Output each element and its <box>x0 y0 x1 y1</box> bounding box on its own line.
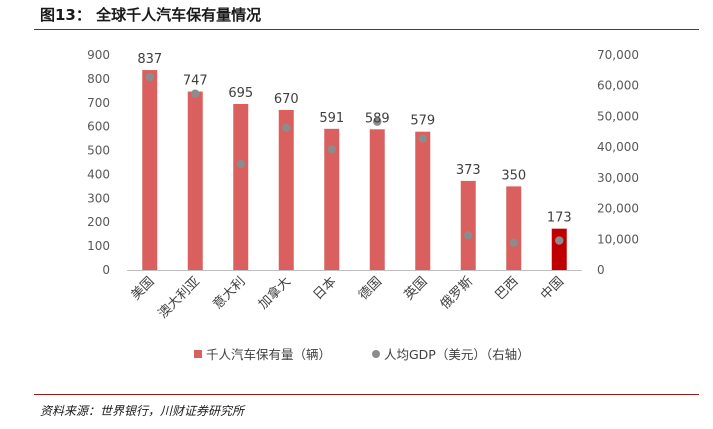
legend-label: 人均GDP（美元）（右轴） <box>384 347 530 362</box>
legend: 千人汽车保有量（辆） 人均GDP（美元）（右轴） <box>194 347 530 362</box>
right-tick-label: 10,000 <box>597 232 639 246</box>
gdp-series <box>145 72 564 247</box>
bar <box>278 109 294 270</box>
bar-series <box>142 70 567 270</box>
category-label: 美国 <box>129 274 158 303</box>
gdp-point <box>191 89 200 98</box>
right-tick-label: 30,000 <box>597 171 639 185</box>
gdp-point <box>373 117 382 126</box>
bar <box>415 131 431 270</box>
bar <box>142 70 158 270</box>
right-tick-label: 0 <box>597 263 605 277</box>
legend-bar-swatch <box>194 350 202 358</box>
bar <box>187 91 203 270</box>
legend-dot-swatch <box>372 350 380 358</box>
bar-value-label: 591 <box>319 111 344 126</box>
legend-label: 千人汽车保有量（辆） <box>206 347 331 362</box>
left-tick-label: 500 <box>87 144 110 158</box>
left-tick-label: 600 <box>87 120 110 134</box>
right-axis: 0 10,000 20,000 30,000 40,000 50,000 60,000 70,… <box>597 48 639 277</box>
bar-value-label: 837 <box>137 52 162 67</box>
gdp-point <box>327 145 336 154</box>
bar <box>233 103 249 270</box>
bar-value-label: 695 <box>228 86 253 101</box>
right-tick-label: 40,000 <box>597 140 639 154</box>
left-tick-label: 700 <box>87 96 110 110</box>
category-label: 巴西 <box>493 274 522 303</box>
left-tick-label: 200 <box>87 215 110 229</box>
bar-value-label: 589 <box>365 111 390 126</box>
left-tick-label: 300 <box>87 191 110 205</box>
bar-value-label: 670 <box>274 92 299 107</box>
bar-value-label: 373 <box>456 163 481 178</box>
footer-rule <box>34 394 699 395</box>
bar <box>551 228 567 270</box>
gdp-point <box>555 236 564 245</box>
category-label: 日本 <box>311 274 340 303</box>
gdp-point <box>145 72 154 82</box>
header: 图13： 全球千人汽车保有量情况 <box>0 0 713 30</box>
bar-value-label: 173 <box>547 211 572 226</box>
bar <box>324 128 340 270</box>
left-tick-label: 0 <box>102 263 110 277</box>
category-label: 意大利 <box>210 274 249 313</box>
gdp-point <box>509 238 518 247</box>
bar <box>506 186 522 270</box>
category-label: 中国 <box>538 274 567 303</box>
gdp-point <box>464 231 473 240</box>
bar-value-label: 579 <box>410 114 435 129</box>
right-tick-label: 20,000 <box>597 202 639 216</box>
gdp-point <box>236 159 245 169</box>
left-tick-label: 100 <box>87 239 110 253</box>
left-tick-label: 400 <box>87 167 110 181</box>
right-tick-label: 50,000 <box>597 109 639 123</box>
right-tick-label: 70,000 <box>597 48 639 62</box>
bar <box>369 129 385 270</box>
left-axis: 0 100 200 300 400 500 600 700 800 900 <box>87 48 582 277</box>
left-tick-label: 900 <box>87 48 110 62</box>
header-rule <box>34 29 699 30</box>
data-labels: 837 747 695 670 591 589 579 373 350 173 <box>137 52 571 226</box>
bar-value-label: 350 <box>501 168 526 183</box>
left-tick-label: 800 <box>87 72 110 86</box>
bar-value-label: 747 <box>183 74 208 89</box>
bar <box>460 180 476 270</box>
chart: 0 100 200 300 400 500 600 700 800 900 0 10,000 20,0… <box>87 48 639 362</box>
source-note: 资料来源：世界银行，川财证券研究所 <box>40 404 245 418</box>
right-tick-label: 60,000 <box>597 79 639 93</box>
category-label: 英国 <box>402 274 431 303</box>
figure-title: 图13： 全球千人汽车保有量情况 <box>40 6 262 24</box>
gdp-point <box>282 123 291 132</box>
category-label: 俄罗斯 <box>438 274 476 312</box>
category-label: 加拿大 <box>255 274 294 313</box>
category-label: 德国 <box>356 274 385 303</box>
category-label: 澳大利亚 <box>155 274 203 322</box>
gdp-point <box>418 134 427 143</box>
